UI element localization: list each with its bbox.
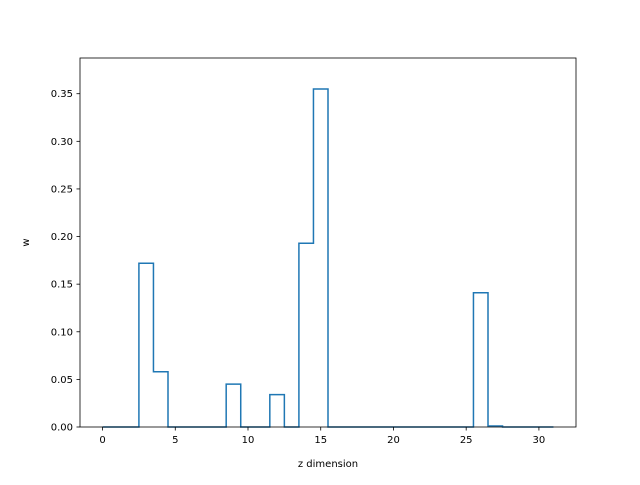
- x-tick-label: 20: [387, 435, 400, 446]
- y-tick-label: 0.20: [51, 232, 73, 243]
- x-tick-label: 10: [242, 435, 255, 446]
- y-tick-label: 0.15: [51, 280, 73, 291]
- x-tick-label: 0: [99, 435, 105, 446]
- y-axis-label: w: [21, 238, 32, 246]
- y-tick-label: 0.05: [51, 375, 73, 386]
- x-tick-label: 30: [533, 435, 546, 446]
- y-tick-label: 0.30: [51, 137, 73, 148]
- x-tick-label: 25: [460, 435, 473, 446]
- y-tick-label: 0.35: [51, 89, 73, 100]
- x-axis-label: z dimension: [298, 459, 358, 470]
- axes-frame: [79, 57, 577, 428]
- y-tick-label: 0.25: [51, 184, 73, 195]
- y-tick-label: 0.10: [51, 327, 73, 338]
- x-tick-label: 15: [314, 435, 327, 446]
- step-line: [102, 88, 554, 428]
- x-tick-label: 5: [172, 435, 178, 446]
- y-tick-label: 0.00: [51, 423, 73, 434]
